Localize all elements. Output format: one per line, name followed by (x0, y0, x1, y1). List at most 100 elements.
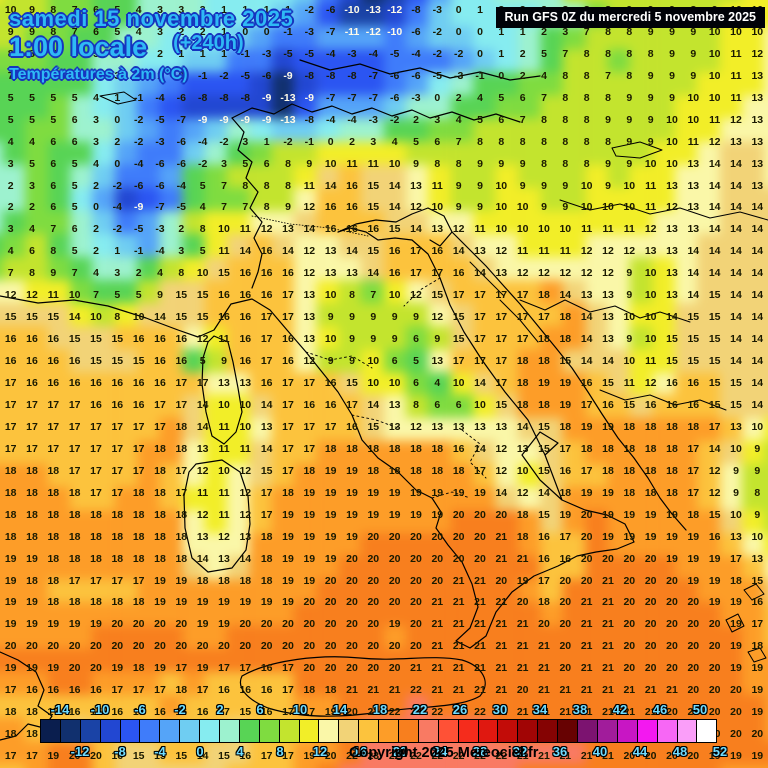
temp-value: 17 (4, 684, 17, 697)
temp-value: 10 (324, 157, 337, 170)
temp-value: 16 (68, 377, 81, 390)
temp-value: 21 (431, 618, 444, 631)
temp-value: 15 (452, 311, 465, 324)
field-cell (137, 49, 161, 74)
field-cell (607, 72, 631, 97)
temp-value: 10 (559, 223, 572, 236)
temp-value: 20 (751, 728, 764, 741)
temp-value: 8 (647, 47, 654, 60)
temp-value: 9 (690, 69, 697, 82)
field-cell (338, 164, 363, 189)
temp-value: 6 (29, 245, 35, 258)
temp-value: 18 (644, 486, 657, 499)
temp-value: 15 (687, 311, 700, 324)
temp-value: 17 (452, 355, 465, 368)
temp-value: 7 (221, 179, 227, 192)
temp-value: 18 (111, 530, 124, 543)
temp-value: 10 (708, 91, 721, 104)
scale-label: 42 (612, 702, 628, 717)
temp-value: 21 (516, 662, 529, 675)
field-cell (764, 325, 768, 350)
temp-value: 18 (644, 464, 657, 477)
field-cell (383, 3, 407, 28)
temp-value: 6 (498, 113, 505, 126)
temp-value: 20 (708, 684, 721, 697)
temp-value: 10 (218, 464, 230, 477)
field-cell (697, 95, 721, 120)
temp-value: -3 (347, 47, 357, 60)
temp-value: 8 (285, 179, 291, 192)
temp-value: 5 (114, 289, 121, 302)
temp-value: 15 (708, 333, 721, 346)
temp-value: 16 (47, 333, 60, 346)
temp-value: 6 (413, 333, 419, 346)
temp-value: 18 (111, 596, 124, 609)
field-cell (473, 26, 497, 51)
temp-value: 17 (751, 618, 764, 631)
temp-value: 18 (602, 464, 614, 477)
field-cell (25, 256, 49, 281)
temp-value: 13 (730, 530, 742, 543)
field-cell (249, 49, 273, 74)
temp-value: 17 (154, 398, 166, 411)
temp-value: -2 (219, 69, 229, 82)
temp-value: 20 (474, 508, 486, 521)
temp-value: 15 (367, 420, 380, 433)
temp-value: 17 (282, 377, 294, 390)
temp-value: 10 (687, 113, 700, 126)
field-cell (741, 118, 766, 143)
temp-value: -13 (365, 4, 381, 16)
temp-value: 20 (644, 618, 657, 631)
field-cell (181, 72, 206, 97)
temp-value: 9 (498, 157, 505, 170)
field-cell (271, 187, 295, 212)
scale-label: 2 (216, 702, 224, 717)
field-cell (473, 187, 497, 212)
temp-value: 16 (367, 223, 380, 236)
temp-value: 18 (730, 574, 742, 587)
temp-value: 19 (303, 508, 316, 521)
field-cell (69, 210, 94, 235)
temp-value: 20 (111, 618, 124, 631)
temp-value: -6 (389, 69, 400, 82)
scale-label: 18 (372, 702, 388, 717)
temp-value: 16 (346, 201, 358, 214)
temp-value: -9 (283, 69, 293, 82)
temp-value: 21 (538, 640, 550, 653)
temp-value: 15 (708, 377, 721, 390)
temp-value: 16 (175, 333, 188, 346)
temp-value: 15 (132, 750, 145, 763)
temp-value: 20 (196, 640, 209, 653)
temp-value: 9 (391, 311, 398, 324)
temp-value: 12 (410, 201, 422, 214)
temp-value: -12 (387, 4, 403, 16)
temp-value: -6 (389, 91, 400, 104)
temp-value: 12 (602, 245, 614, 258)
temp-value: 21 (474, 596, 486, 609)
temp-value: 9 (413, 157, 419, 170)
field-cell (607, 95, 631, 120)
field-cell (495, 141, 519, 166)
temp-value: 4 (477, 91, 483, 104)
field-cell (405, 0, 430, 5)
temp-value: 3 (370, 135, 377, 148)
field-cell (764, 394, 768, 420)
field-cell (585, 141, 609, 166)
scale-swatch (200, 720, 221, 742)
temp-value: 20 (687, 596, 700, 609)
temp-value: 16 (132, 377, 145, 390)
temp-value: 20 (68, 662, 81, 675)
field-cell (741, 302, 766, 327)
field-cell (25, 164, 49, 189)
temp-value: 15 (495, 398, 508, 411)
temp-value: 16 (687, 377, 700, 390)
temp-value: 18 (26, 574, 38, 587)
field-cell (69, 3, 94, 28)
temp-value: 15 (175, 289, 188, 302)
temp-value: 19 (154, 574, 166, 587)
temp-value: 20 (324, 574, 337, 587)
field-cell (2, 72, 27, 97)
temp-value: 16 (324, 398, 337, 411)
temp-value: 15 (367, 201, 380, 214)
scale-label: 8 (276, 744, 284, 759)
